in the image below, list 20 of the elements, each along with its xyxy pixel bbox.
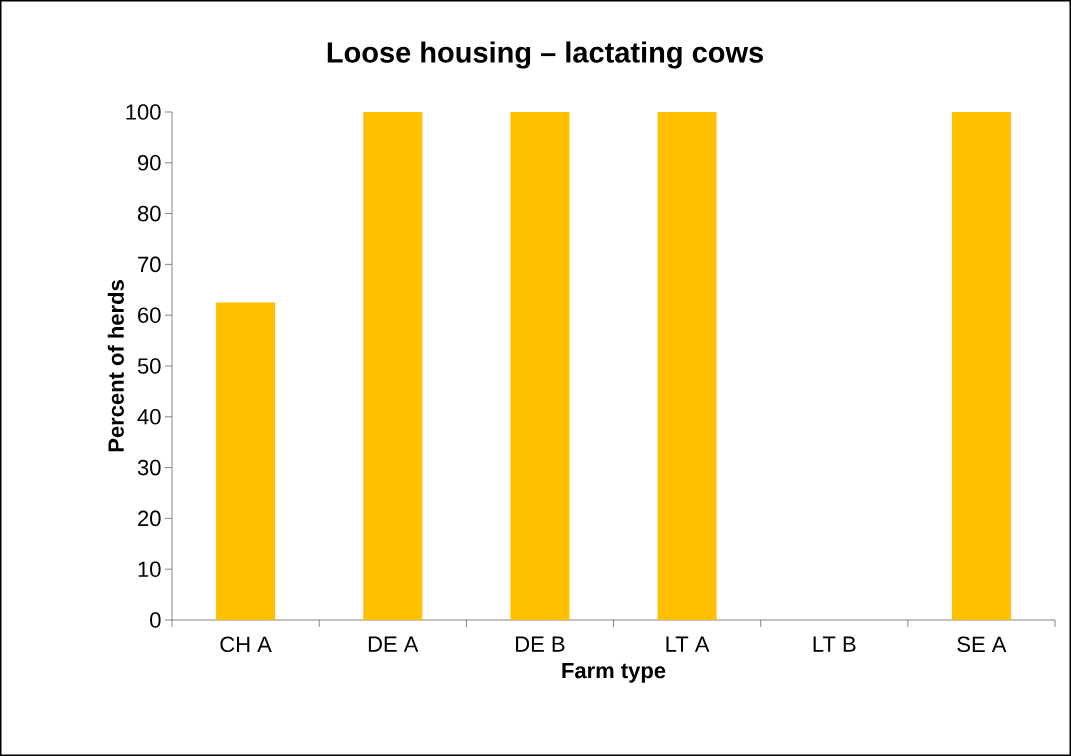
chart-title: Loose housing – lactating cows — [327, 41, 763, 69]
y-tick-label: 70 — [138, 256, 161, 273]
x-axis-title: Farm type — [562, 662, 666, 683]
y-tick-label: 10 — [138, 561, 161, 577]
y-tick-label: 80 — [137, 205, 161, 222]
x-tick-label: LT B — [813, 636, 856, 652]
y-tick-label: 30 — [137, 459, 161, 476]
y-tick-label: 20 — [138, 510, 161, 527]
y-tick-label: 90 — [138, 155, 161, 171]
y-axis-title: Percent of herds — [107, 280, 124, 452]
y-tick-label: 40 — [137, 409, 161, 425]
x-tick-label: LT A — [666, 636, 710, 652]
x-tick-label: SE A — [957, 636, 1007, 653]
y-tick-label: 0 — [150, 612, 161, 628]
y-tick-label: 100 — [126, 104, 161, 120]
y-tick-label: 60 — [138, 307, 161, 323]
y-tick-label: 50 — [137, 358, 161, 374]
x-tick-label: DE A — [368, 636, 419, 652]
x-tick-label: CH A — [220, 636, 272, 653]
x-tick-label: DE B — [516, 636, 565, 652]
